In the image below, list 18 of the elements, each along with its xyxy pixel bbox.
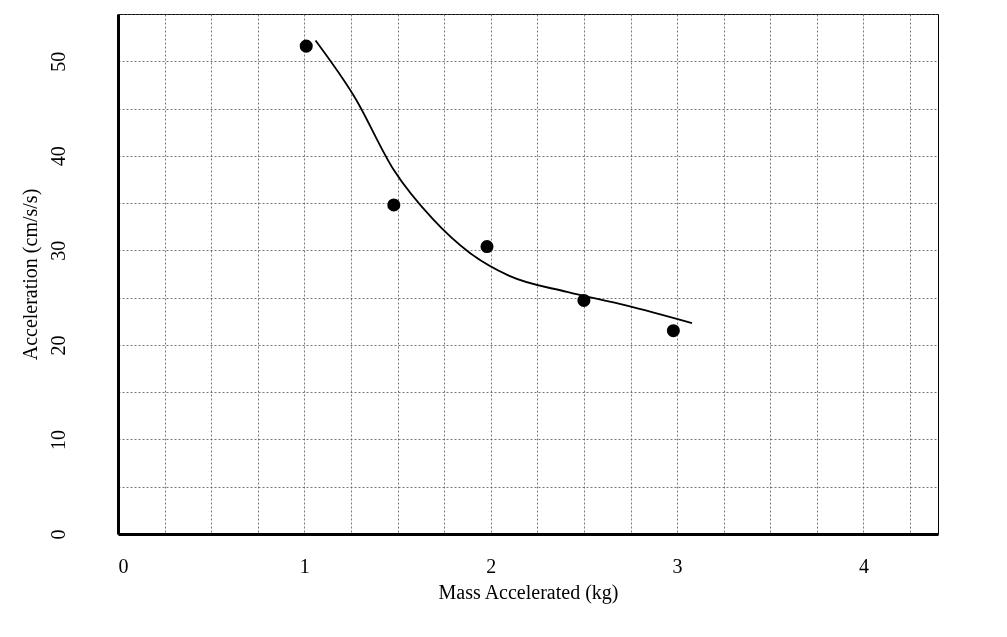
x-tick-label: 4 [858,554,869,577]
y-tick-label: 0 [46,529,69,540]
y-tick-label: 20 [46,335,69,356]
point [387,198,401,212]
x-tick-label: 1 [299,554,310,577]
y-tick-label: 30 [46,240,69,261]
x-axis-title: Mass Accelerated (kg) [438,580,619,604]
line-series [314,39,693,325]
x-tick-label: 2 [486,554,497,577]
x-tick-label: 0 [118,554,129,577]
y-tick-label: 40 [46,146,69,167]
point [299,39,313,53]
point [480,240,494,254]
y-tick-label: 10 [46,429,69,450]
y-axis-title: Acceleration (cm/s/s) [18,188,42,361]
y-tick-label: 50 [46,51,69,72]
x-tick-label: 3 [672,554,683,577]
point [666,324,680,338]
